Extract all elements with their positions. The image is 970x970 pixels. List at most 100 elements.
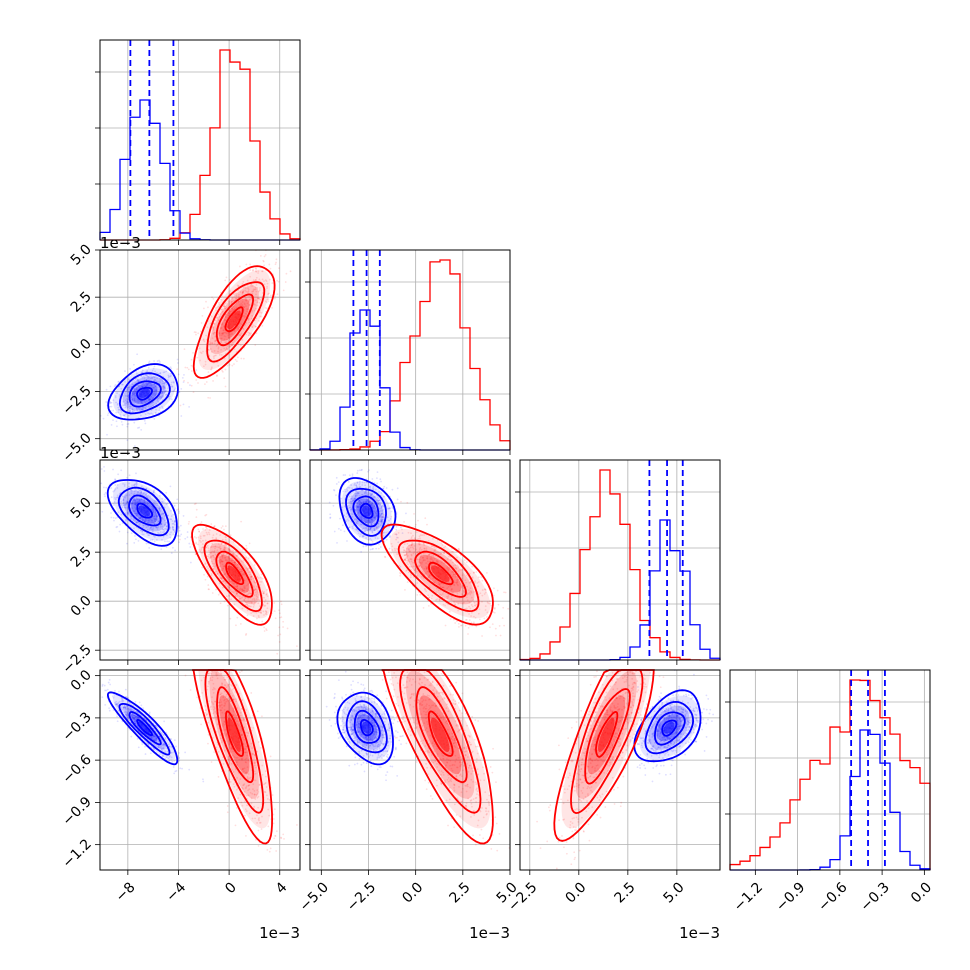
sample-point	[148, 399, 150, 402]
sample-point	[147, 412, 149, 415]
sample-point	[113, 519, 115, 522]
sample-point	[328, 501, 331, 504]
sample-point	[467, 633, 469, 635]
sample-point	[400, 500, 402, 503]
panel-2-1-red	[371, 500, 510, 637]
sample-point	[236, 616, 239, 619]
sample-point	[379, 546, 382, 548]
sample-point	[495, 634, 497, 637]
sample-point	[139, 407, 141, 410]
sample-point	[181, 377, 184, 379]
sample-point	[263, 255, 266, 258]
panel-frame	[99, 39, 301, 241]
sample-point	[179, 535, 181, 537]
sample-point	[105, 388, 108, 391]
sample-point	[160, 391, 163, 394]
sample-point	[245, 547, 248, 550]
sample-point	[126, 407, 129, 409]
y-tick-label: 2.5	[68, 289, 95, 316]
sample-point	[278, 612, 281, 615]
sample-point	[101, 510, 104, 513]
sample-point	[137, 427, 139, 429]
sample-point	[133, 392, 136, 394]
sample-point	[336, 541, 338, 544]
sample-point	[188, 542, 191, 545]
sample-point	[179, 767, 182, 770]
sample-point	[133, 542, 136, 544]
sample-point	[133, 399, 136, 402]
sample-point	[339, 529, 342, 532]
sample-point	[173, 388, 176, 391]
sample-point	[156, 386, 159, 389]
sample-point	[276, 652, 279, 655]
sample-point	[278, 626, 281, 629]
sample-point	[396, 498, 399, 501]
sample-point	[278, 267, 280, 270]
sample-point	[164, 540, 166, 543]
sample-point	[145, 383, 148, 386]
sample-point	[153, 386, 156, 389]
sample-point	[158, 409, 161, 412]
sample-point	[120, 420, 123, 423]
sample-point	[195, 369, 198, 372]
sample-point	[277, 280, 280, 283]
sample-point	[215, 588, 218, 591]
sample-point	[163, 371, 166, 373]
sample-point	[351, 475, 354, 477]
sample-point	[360, 469, 363, 472]
sample-point	[244, 634, 247, 636]
sample-point	[148, 547, 151, 549]
sample-point	[221, 525, 224, 528]
sample-point	[148, 412, 151, 415]
sample-point	[144, 413, 147, 416]
sample-point	[492, 611, 495, 613]
sample-point	[148, 711, 151, 714]
sample-point	[239, 265, 241, 268]
sample-point	[403, 520, 405, 523]
sample-point	[178, 390, 181, 393]
sample-point	[207, 306, 209, 309]
sample-point	[204, 383, 206, 386]
sample-point	[178, 512, 180, 514]
sample-point	[102, 486, 105, 489]
sample-point	[159, 397, 162, 400]
sample-point	[342, 474, 345, 476]
sample-point	[157, 372, 160, 375]
sample-point	[475, 625, 478, 628]
sample-point	[396, 487, 399, 490]
sample-point	[167, 374, 170, 377]
sample-point	[110, 496, 113, 499]
sample-point	[183, 373, 185, 376]
sample-point	[159, 372, 161, 375]
sample-point	[126, 397, 128, 400]
sample-point	[226, 604, 229, 607]
sample-point	[105, 689, 108, 692]
sample-point	[478, 618, 481, 621]
sample-point	[155, 393, 158, 395]
sample-point	[142, 707, 145, 710]
sample-point	[224, 279, 227, 282]
sample-point	[159, 379, 162, 381]
sample-point	[156, 360, 159, 362]
sample-point	[384, 556, 387, 559]
sample-point	[178, 541, 180, 544]
sample-point	[163, 381, 166, 384]
sample-point	[187, 523, 190, 525]
sample-point	[161, 380, 164, 383]
sample-point	[141, 376, 144, 379]
sample-point	[118, 394, 121, 396]
sample-point	[173, 504, 176, 507]
sample-point	[161, 382, 164, 385]
sample-point	[170, 367, 173, 370]
sample-point	[172, 381, 175, 384]
sample-point	[210, 523, 213, 525]
sample-point	[189, 561, 192, 564]
sample-point	[150, 402, 153, 404]
sample-point	[221, 369, 224, 372]
sample-point	[273, 602, 276, 604]
sample-point	[172, 766, 175, 768]
sample-point	[103, 684, 106, 687]
sample-point	[209, 397, 211, 399]
sample-point	[118, 530, 121, 533]
sample-point	[335, 483, 338, 485]
